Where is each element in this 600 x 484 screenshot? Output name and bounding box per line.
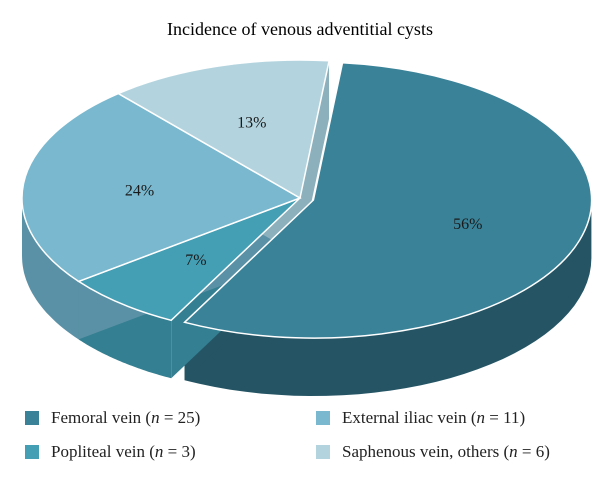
pie-chart: Incidence of venous adventitial cysts 56… <box>21 19 593 396</box>
legend-item-external-iliac: External iliac vein (n = 11) <box>316 408 525 428</box>
slice-femoral-vein <box>183 62 593 339</box>
legend-label-femoral: Femoral vein <box>51 408 142 427</box>
slice-side-femoral-vein <box>184 200 592 396</box>
chart-title: Incidence of venous adventitial cysts <box>167 19 433 39</box>
slice-label-external-iliac-vein: 24% <box>125 183 154 200</box>
slice-label-popliteal-vein: 7% <box>185 252 206 269</box>
legend-swatch-popliteal <box>25 445 39 459</box>
slice-labels: 56% 7% 24% 13% <box>125 115 483 270</box>
legend-swatch-femoral <box>25 411 39 425</box>
legend-item-saphenous: Saphenous vein, others (n = 6) <box>316 442 550 462</box>
slice-label-femoral-vein: 56% <box>453 216 482 233</box>
slice-popliteal-vein <box>76 197 301 322</box>
legend-label-saphenous: Saphenous vein, others <box>342 442 500 461</box>
legend-label-external-iliac: External iliac vein <box>342 408 467 427</box>
legend-swatch-saphenous <box>316 445 330 459</box>
legend: Femoral vein (n = 25) External iliac vei… <box>0 404 600 474</box>
slice-side-external-iliac-vein <box>22 197 79 340</box>
slice-external-iliac-vein <box>21 92 302 283</box>
slice-saphenous-vein-others <box>116 59 331 200</box>
legend-label-popliteal: Popliteal vein <box>51 442 145 461</box>
legend-swatch-external-iliac <box>316 411 330 425</box>
legend-item-popliteal: Popliteal vein (n = 3) <box>25 442 196 462</box>
slice-label-saphenous-vein-others: 13% <box>237 115 266 132</box>
legend-item-femoral: Femoral vein (n = 25) <box>25 408 200 428</box>
pie-slices <box>21 59 593 396</box>
